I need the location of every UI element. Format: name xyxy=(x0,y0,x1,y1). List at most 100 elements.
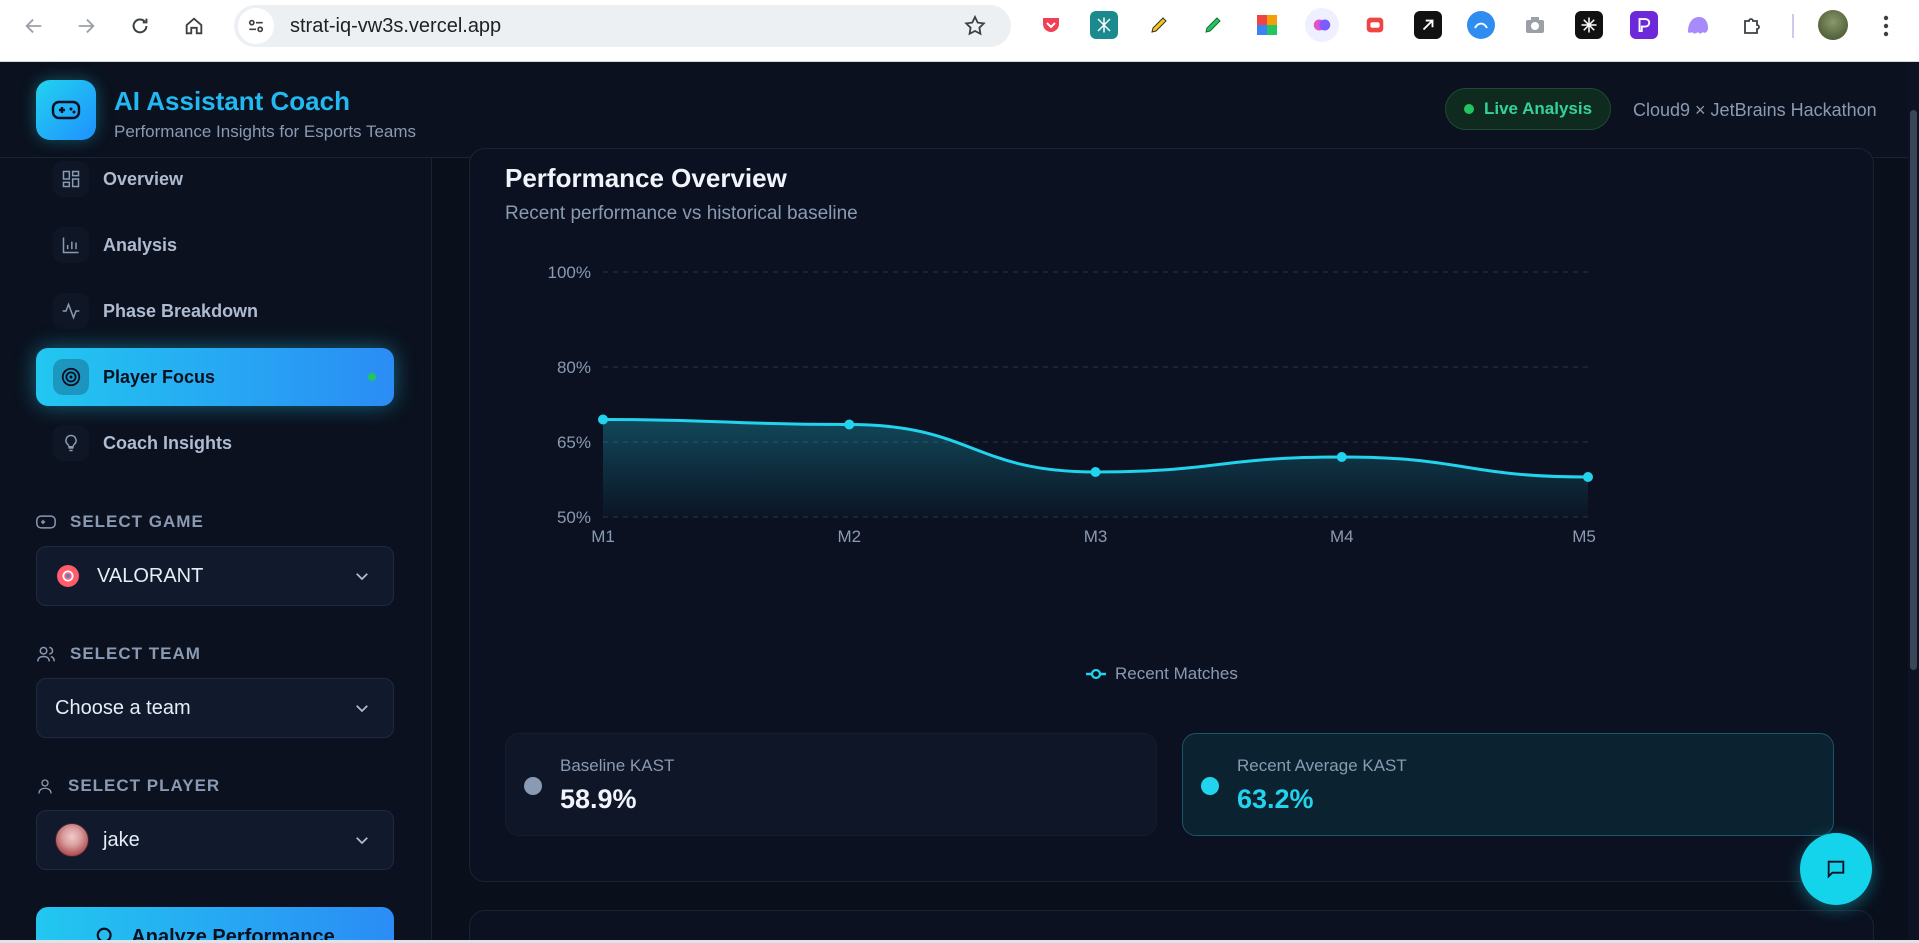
browser-toolbar: strat-iq-vw3s.vercel.app xyxy=(0,0,1919,62)
baseline-dot-icon xyxy=(524,777,542,795)
live-dot-icon xyxy=(1464,104,1474,114)
address-bar[interactable]: strat-iq-vw3s.vercel.app xyxy=(234,5,1011,47)
chat-button[interactable] xyxy=(1800,833,1872,905)
recent-average-kast-label: Recent Average KAST xyxy=(1237,756,1407,775)
baseline-kast-value: 58.9% xyxy=(560,784,637,814)
recent-average-kast-value: 63.2% xyxy=(1237,784,1314,814)
x-tick-label: M4 xyxy=(1330,527,1354,546)
player-select[interactable]: jake xyxy=(36,810,394,870)
x-tick-label: M1 xyxy=(591,527,615,546)
y-tick-label: 65% xyxy=(557,433,591,452)
users-icon xyxy=(37,646,55,662)
analyze-performance-button[interactable]: Analyze Performance xyxy=(36,907,394,943)
sidebar-item-label: Player Focus xyxy=(103,366,216,387)
black-extension-icon[interactable] xyxy=(1414,11,1442,39)
window-bottom-edge xyxy=(0,940,1919,943)
pocket-extension-icon[interactable] xyxy=(1037,11,1065,39)
gamepad-small-icon xyxy=(36,515,56,529)
sidebar-item-coach-insights[interactable]: Coach Insights xyxy=(36,414,394,472)
colorful-grid-extension-icon[interactable] xyxy=(1253,11,1281,39)
chevron-down-icon xyxy=(353,567,371,590)
y-tick-label: 50% xyxy=(557,508,591,527)
card-title: Performance Overview xyxy=(505,163,787,193)
activity-icon xyxy=(53,293,89,329)
sidebar-item-player-focus[interactable]: Player Focus xyxy=(36,348,394,406)
user-icon xyxy=(38,779,52,794)
sidebar-item-phase-breakdown[interactable]: Phase Breakdown xyxy=(36,282,394,340)
sidebar-item-analysis[interactable]: Analysis xyxy=(36,216,394,274)
chart-legend[interactable]: Recent Matches xyxy=(1085,664,1238,684)
live-analysis-label: Live Analysis xyxy=(1484,99,1593,118)
highlighter-yellow-icon[interactable] xyxy=(1145,11,1173,39)
sidebar-item-label: Coach Insights xyxy=(103,432,233,453)
sidebar-item-label: Phase Breakdown xyxy=(103,300,259,321)
player-avatar xyxy=(55,823,89,857)
select-team-label: SELECT TEAM xyxy=(36,644,201,664)
x-tick-label: M5 xyxy=(1572,527,1596,546)
extension-teal-icon[interactable] xyxy=(1090,11,1118,39)
bookmark-star-icon[interactable] xyxy=(963,14,987,43)
data-point xyxy=(1583,472,1593,482)
brain-extension-icon[interactable] xyxy=(1305,8,1339,42)
data-point xyxy=(844,419,855,430)
bar-chart-icon xyxy=(53,227,89,263)
active-indicator-dot xyxy=(368,373,376,381)
legend-line-marker-icon xyxy=(1086,668,1106,680)
extensions-puzzle-icon[interactable] xyxy=(1739,11,1767,39)
series-area xyxy=(603,419,1588,517)
red-extension-icon[interactable] xyxy=(1361,11,1389,39)
data-point xyxy=(1090,467,1101,477)
snowflake-extension-icon[interactable] xyxy=(1575,11,1603,39)
site-info-icon[interactable] xyxy=(238,8,274,44)
sidebar: Overview Analysis Phase Breakdown Player… xyxy=(0,158,432,943)
card-subtitle: Recent performance vs historical baselin… xyxy=(505,203,858,224)
blue-extension-icon[interactable] xyxy=(1467,11,1495,39)
legend-label: Recent Matches xyxy=(1115,664,1238,683)
app-subtitle: Performance Insights for Esports Teams xyxy=(114,122,417,141)
select-player-label: SELECT PLAYER xyxy=(36,776,220,796)
valorant-logo-icon xyxy=(57,565,79,587)
camera-icon[interactable] xyxy=(1521,11,1549,39)
x-tick-label: M3 xyxy=(1084,527,1108,546)
target-icon xyxy=(53,359,89,395)
chevron-down-icon xyxy=(353,699,371,722)
lightbulb-icon xyxy=(53,425,89,461)
x-tick-label: M2 xyxy=(837,527,861,546)
team-select[interactable]: Choose a team xyxy=(36,678,394,738)
live-analysis-badge: Live Analysis xyxy=(1445,88,1612,130)
purple-extension-icon[interactable] xyxy=(1630,11,1658,39)
next-card xyxy=(469,910,1874,943)
data-point xyxy=(1336,452,1347,462)
page-scrollbar[interactable] xyxy=(1908,62,1919,943)
sidebar-item-overview[interactable]: Overview xyxy=(36,158,394,208)
scrollbar-thumb[interactable] xyxy=(1910,110,1917,670)
baseline-kast-stat: Baseline KAST 58.9% xyxy=(505,733,1157,836)
recent-dot-icon xyxy=(1201,777,1219,795)
back-icon[interactable] xyxy=(16,8,52,44)
baseline-kast-label: Baseline KAST xyxy=(560,756,675,775)
recent-average-kast-stat: Recent Average KAST 63.2% xyxy=(1182,733,1834,836)
ghost-extension-icon[interactable] xyxy=(1684,11,1712,39)
forward-icon[interactable] xyxy=(68,8,104,44)
reload-icon[interactable] xyxy=(122,8,158,44)
chat-bubble-icon xyxy=(1827,860,1845,879)
highlighter-green-icon[interactable] xyxy=(1199,11,1227,39)
gamepad-logo-icon xyxy=(36,80,96,140)
url-text[interactable]: strat-iq-vw3s.vercel.app xyxy=(290,14,502,37)
menu-kebab-icon[interactable] xyxy=(1868,8,1904,44)
app-title: AI Assistant Coach xyxy=(114,86,350,116)
team-select-value: Choose a team xyxy=(55,696,191,719)
game-select-value: VALORANT xyxy=(97,564,204,587)
profile-avatar[interactable] xyxy=(1818,10,1848,40)
home-icon[interactable] xyxy=(176,8,212,44)
performance-chart: 100% 80% 65% 50% M1 M2 M3 M4 M5 xyxy=(548,263,1596,546)
toolbar-divider xyxy=(1792,14,1794,38)
player-select-value: jake xyxy=(103,828,140,851)
event-label: Cloud9 × JetBrains Hackathon xyxy=(1633,100,1877,120)
y-tick-label: 100% xyxy=(548,263,591,282)
app-header: AI Assistant Coach Performance Insights … xyxy=(0,62,1919,158)
grid-icon xyxy=(53,161,89,197)
analyze-performance-label: Analyze Performance xyxy=(131,925,335,943)
game-select[interactable]: VALORANT xyxy=(36,546,394,606)
data-point xyxy=(598,414,608,425)
